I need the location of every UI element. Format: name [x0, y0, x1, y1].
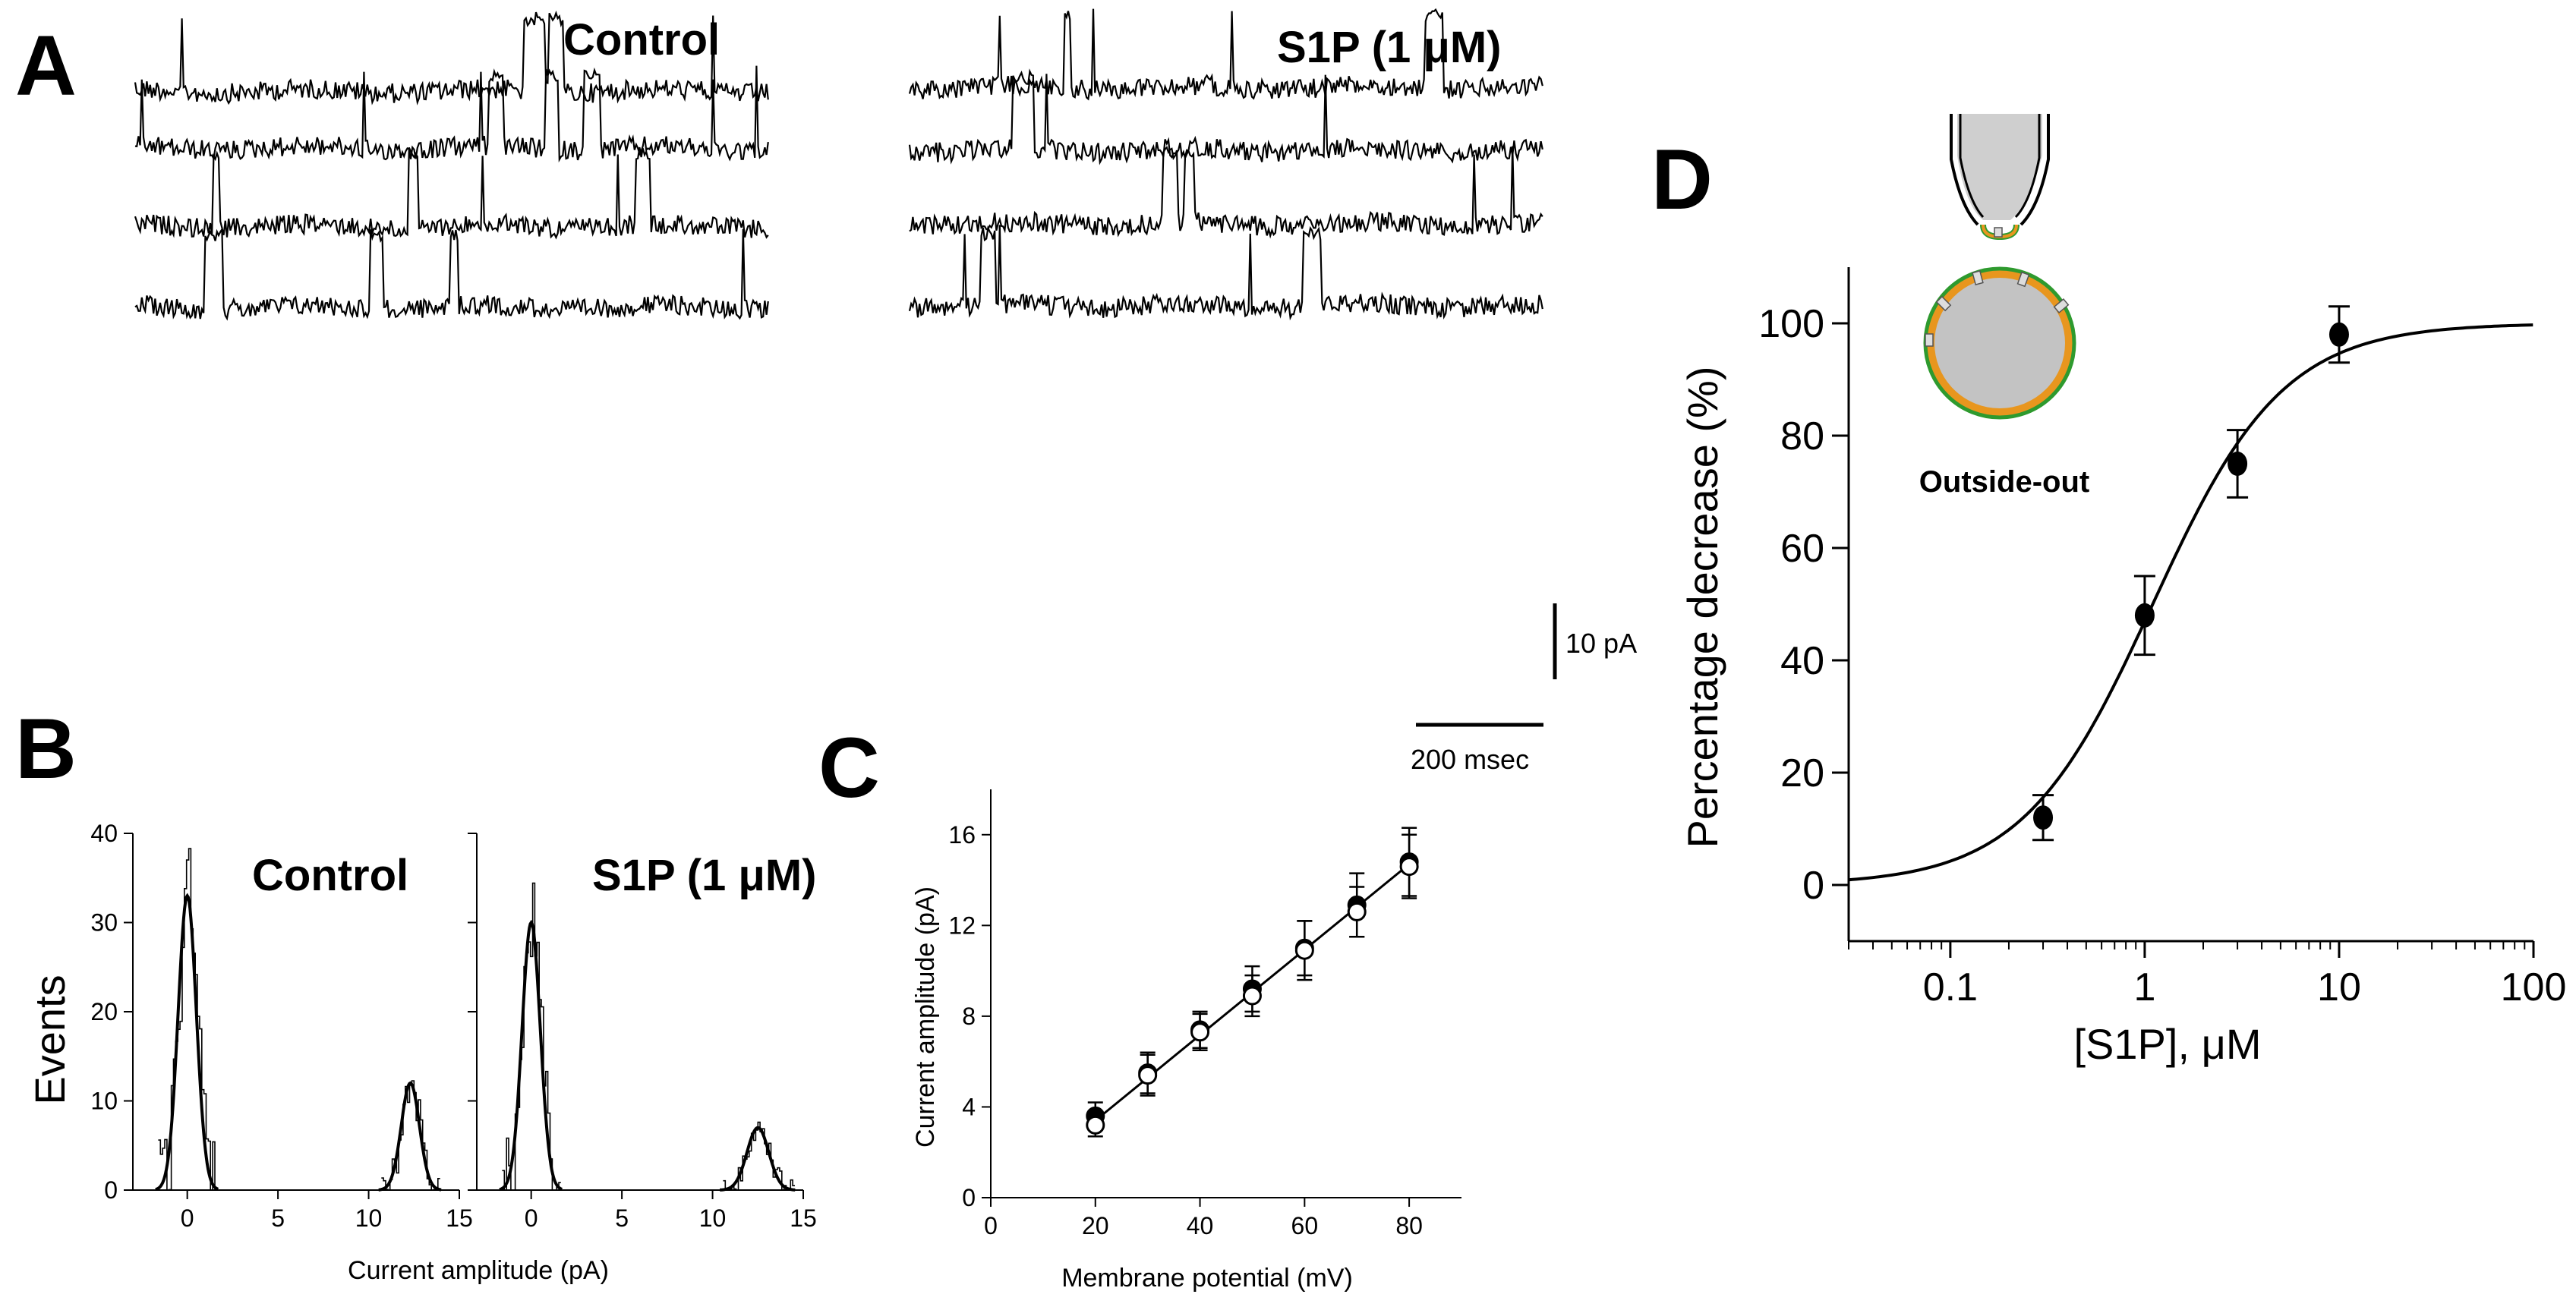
y-tick-label: 0 [104, 1176, 118, 1204]
x-tick-label: 1 [2133, 965, 2155, 1009]
x-tick-label: 5 [271, 1205, 285, 1232]
open-data-point [1294, 940, 1314, 960]
trace-s1p-sweep-3 [909, 146, 1543, 239]
y-tick-label: 100 [1758, 302, 1824, 346]
y-tick-label: 12 [948, 912, 976, 939]
panel-a-s1p-label: S1P (1 μM) [1277, 23, 1502, 72]
y-tick-label: 40 [90, 820, 118, 847]
trace-s1p-sweep-4 [908, 225, 1543, 321]
y-tick-label: 40 [1780, 639, 1824, 683]
panel-a-traces [134, 8, 1543, 321]
y-tick-label: 10 [90, 1088, 118, 1115]
x-tick-label: 80 [1395, 1212, 1423, 1239]
panel-a-control-label: Control [563, 15, 720, 65]
panel-b-s1p-histogram: 0 5 10 15 [468, 833, 817, 1232]
y-tick-label: 20 [90, 998, 118, 1025]
panel-d-inset-label: Outside-out [1919, 465, 2089, 499]
panel-c-xlabel: Membrane potential (mV) [1061, 1264, 1353, 1293]
panel-d-ylabel: Percentage decrease (%) [1679, 366, 1726, 848]
x-tick-label: 5 [615, 1205, 629, 1232]
panel-b-s1p-label: S1P (1 μM) [592, 851, 817, 900]
histogram-bars-peak-1 [158, 848, 217, 1191]
x-tick-label: 10 [2317, 965, 2361, 1009]
panel-b: 0 5 10 15 0 10 20 30 40 0 5 10 15 Control S1P (1 μM… [26, 820, 817, 1285]
open-data-point [1138, 1066, 1158, 1085]
x-tick-label: 100 [2501, 965, 2567, 1009]
open-data-point [1190, 1022, 1210, 1042]
y-tick-label: 0 [1802, 864, 1824, 908]
gaussian-fit-peak-1 [155, 893, 219, 1192]
scale-bar-time-label: 200 msec [1411, 744, 1529, 775]
outside-out-patch-icon [1923, 114, 2076, 420]
data-point [2033, 805, 2054, 830]
y-tick-label: 20 [1780, 751, 1824, 795]
panel-letter-b: B [15, 701, 77, 796]
panel-b-control-label: Control [252, 851, 408, 900]
open-data-point [1242, 986, 1262, 1006]
x-tick-label: 60 [1291, 1212, 1319, 1239]
panel-b-xlabel: Current amplitude (pA) [348, 1256, 609, 1285]
panel-c-ylabel: Current amplitude (pA) [911, 886, 940, 1148]
y-tick-label: 30 [90, 909, 118, 937]
open-data-point [1347, 902, 1367, 921]
y-tick-label: 8 [962, 1003, 976, 1030]
open-data-point [1086, 1115, 1105, 1135]
gaussian-fit-peak-1 [499, 919, 563, 1192]
panel-letter-c: C [818, 720, 880, 815]
gaussian-fit-peak-2 [378, 1081, 442, 1192]
x-tick-label: 0 [525, 1205, 538, 1232]
trace-control-sweep-3 [134, 146, 769, 240]
x-tick-label: 0 [984, 1212, 998, 1239]
y-tick-label: 60 [1780, 527, 1824, 571]
x-tick-label: 15 [446, 1205, 473, 1232]
panel-d-xlabel: [S1P], μM [2074, 1020, 2262, 1068]
x-tick-label: 10 [355, 1205, 383, 1232]
y-tick-label: 0 [962, 1184, 976, 1211]
histogram-bars-peak-1 [502, 882, 561, 1191]
y-tick-label: 16 [948, 821, 976, 849]
panel-b-ylabel: Events [26, 975, 74, 1104]
x-tick-label: 0 [181, 1205, 194, 1232]
data-point [2328, 322, 2349, 347]
x-tick-label: 15 [790, 1205, 817, 1232]
panel-b-control-histogram: 0 5 10 15 0 10 20 30 40 [90, 820, 472, 1232]
gaussian-fit-peak-2 [720, 1126, 796, 1192]
data-point [2134, 603, 2155, 628]
x-tick-label: 20 [1082, 1212, 1109, 1239]
x-tick-label: 40 [1187, 1212, 1214, 1239]
scale-bar-current-label: 10 pA [1565, 628, 1637, 659]
x-tick-label: 10 [699, 1205, 727, 1232]
x-tick-label: 0.1 [1923, 965, 1978, 1009]
trace-control-sweep-1 [134, 10, 769, 105]
trace-control-sweep-4 [134, 226, 769, 321]
y-tick-label: 80 [1780, 414, 1824, 458]
y-tick-label: 4 [962, 1093, 976, 1120]
histogram-bars-peak-2 [381, 1080, 440, 1191]
histogram-bars-peak-2 [723, 1121, 795, 1191]
panel-a: Control S1P (1 μM) 10 pA 200 msec [134, 8, 1637, 775]
panel-letter-d: D [1651, 132, 1713, 227]
open-data-point [1399, 857, 1419, 877]
trace-control-sweep-2 [134, 65, 769, 163]
panel-d: Percentage decrease (%) [S1P], μM Outsid… [1679, 114, 2566, 1068]
dose-response-fit-curve [1848, 323, 2533, 882]
panel-c: Current amplitude (pA) Membrane potentia… [911, 789, 1461, 1293]
panel-letter-a: A [15, 18, 77, 113]
trace-s1p-sweep-2 [908, 68, 1543, 165]
data-point [2228, 452, 2248, 476]
